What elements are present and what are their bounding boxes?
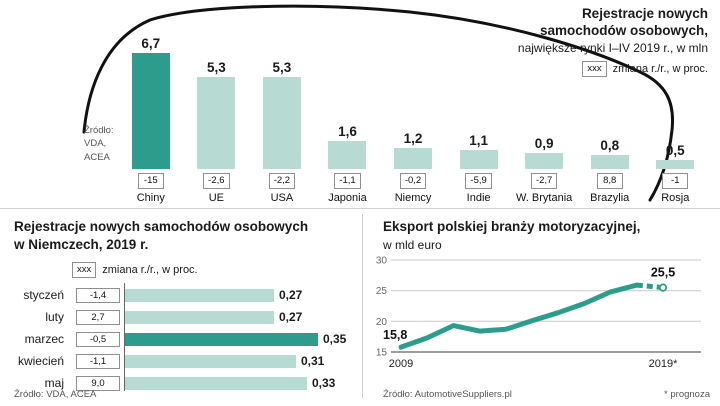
top-chart-source: Źródło: VDA, ACEA xyxy=(84,124,130,164)
bar-value-label: 0,33 xyxy=(312,376,335,390)
bar-group: 6,7 -15 Chiny xyxy=(118,12,184,204)
germany-chart-title: Rejestracje nowych samochodów osobowych … xyxy=(14,218,362,253)
bar-category-label: USA xyxy=(271,192,294,204)
bar-category-label: UE xyxy=(209,192,224,204)
bar xyxy=(591,155,629,169)
change-badge: -2,6 xyxy=(203,173,229,189)
bar-category-label: Brazylia xyxy=(590,192,629,204)
change-badge: -0,5 xyxy=(76,332,120,348)
legend-label: zmiana r./r., w proc. xyxy=(613,63,708,75)
y-tick-label: 25 xyxy=(376,286,388,297)
export-line-chart: 15 20 25 30 15,8 25,5 2009 2019* xyxy=(367,252,707,382)
bar-value-label: 5,3 xyxy=(207,60,226,75)
bar xyxy=(525,153,563,169)
change-badge: -1,4 xyxy=(76,288,120,304)
first-point-label: 15,8 xyxy=(383,328,407,342)
month-label: styczeń xyxy=(14,288,70,302)
bar-category-label: Japonia xyxy=(328,192,367,204)
legend-badge: xxx xyxy=(582,61,606,77)
bar xyxy=(394,148,432,169)
change-badge: -0,2 xyxy=(400,173,426,189)
bar-value-label: 1,6 xyxy=(338,124,357,139)
bar-category-label: Chiny xyxy=(137,192,165,204)
bar-category-label: Niemcy xyxy=(395,192,432,204)
germany-source: Źródło: VDA, ACEA xyxy=(14,389,96,400)
legend-label: zmiana r./r., w proc. xyxy=(102,264,197,276)
bar xyxy=(132,53,170,169)
bar xyxy=(124,355,296,368)
germany-bar-chart: styczeń -1,4 0,27 luty 2,7 0,27 marzec -0,5 0,35… xyxy=(14,286,362,393)
x-tick-first: 2009 xyxy=(389,358,413,370)
bar-category-label: Indie xyxy=(467,192,491,204)
bar-group: 1,6 -1,1 Japonia xyxy=(315,12,381,204)
export-chart-subtitle: w mld euro xyxy=(383,238,720,252)
germany-row: marzec -0,5 0,35 xyxy=(14,330,362,349)
y-tick-label: 20 xyxy=(376,317,388,328)
bar xyxy=(197,77,235,169)
change-badge: -1 xyxy=(662,173,688,189)
bar xyxy=(460,150,498,169)
vertical-divider xyxy=(362,214,363,398)
top-chart-legend: xxx zmiana r./r., w proc. xyxy=(398,61,708,77)
export-chart-title: Eksport polskiej branży motoryzacyjnej, xyxy=(383,218,720,236)
y-tick-label: 15 xyxy=(376,348,388,359)
bar-value-label: 5,3 xyxy=(273,60,292,75)
bar-category-label: W. Brytania xyxy=(516,192,572,204)
change-badge: 2,7 xyxy=(76,310,120,326)
bar xyxy=(124,333,318,346)
month-label: luty xyxy=(14,310,70,324)
change-badge: -15 xyxy=(138,173,164,189)
top-chart-header: Rejestracje nowych samochodów osobowych,… xyxy=(398,6,708,77)
export-source-row: Źródło: AutomotiveSuppliers.pl * prognoz… xyxy=(383,389,710,400)
bar-value-label: 0,8 xyxy=(600,138,619,153)
bar xyxy=(656,160,694,169)
bar xyxy=(124,311,274,324)
top-chart-title: Rejestracje nowych samochodów osobowych, xyxy=(523,6,708,40)
y-tick-label: 30 xyxy=(376,256,388,267)
x-tick-last: 2019* xyxy=(649,358,678,370)
bar-category-label: Rosja xyxy=(661,192,689,204)
change-badge: 8,8 xyxy=(597,173,623,189)
change-badge: -1,1 xyxy=(76,354,120,370)
bar-value-label: 0,35 xyxy=(323,332,346,346)
germany-chart-section: Rejestracje nowych samochodów osobowych … xyxy=(0,212,362,406)
germany-title-line2: w Niemczech, 2019 r. xyxy=(14,237,148,252)
export-line xyxy=(401,285,637,347)
month-label: kwiecień xyxy=(14,354,70,368)
auto-market-infographic: Rejestracje nowych samochodów osobowych,… xyxy=(0,0,720,406)
bar-group: 5,3 -2,2 USA xyxy=(249,12,315,204)
change-badge: -1,1 xyxy=(334,173,360,189)
germany-row: kwiecień -1,1 0,31 xyxy=(14,352,362,371)
bar-value-label: 0,9 xyxy=(535,136,554,151)
bar xyxy=(124,289,274,302)
bar-value-label: 6,7 xyxy=(141,36,160,51)
germany-row: luty 2,7 0,27 xyxy=(14,308,362,327)
month-label: marzec xyxy=(14,332,70,346)
bar-value-label: 1,1 xyxy=(469,133,488,148)
legend-badge: xxx xyxy=(72,262,96,278)
bar xyxy=(328,141,366,169)
change-badge: -2,7 xyxy=(531,173,557,189)
bar-value-label: 0,5 xyxy=(666,143,685,158)
germany-title-line1: Rejestracje nowych samochodów osobowych xyxy=(14,219,308,234)
change-badge: -2,2 xyxy=(269,173,295,189)
bar-value-label: 0,27 xyxy=(279,288,302,302)
export-source: Źródło: AutomotiveSuppliers.pl xyxy=(383,389,512,400)
bar xyxy=(124,377,307,390)
change-badge: -5,9 xyxy=(465,173,491,189)
top-chart-subtitle: największe rynki I–IV 2019 r., w mln xyxy=(398,41,708,55)
forecast-footnote: * prognoza xyxy=(664,389,710,400)
bar-value-label: 0,31 xyxy=(301,354,324,368)
bar-value-label: 1,2 xyxy=(404,131,423,146)
horizontal-divider xyxy=(0,208,720,209)
forecast-endpoint-marker xyxy=(660,284,666,290)
bar xyxy=(263,77,301,169)
germany-row: styczeń -1,4 0,27 xyxy=(14,286,362,305)
export-chart-section: Eksport polskiej branży motoryzacyjnej, … xyxy=(365,212,720,406)
last-point-label: 25,5 xyxy=(651,266,675,280)
axis-line xyxy=(124,283,125,391)
bar-value-label: 0,27 xyxy=(279,310,302,324)
germany-legend: xxx zmiana r./r., w proc. xyxy=(72,262,362,278)
bar-group: 5,3 -2,6 UE xyxy=(184,12,250,204)
